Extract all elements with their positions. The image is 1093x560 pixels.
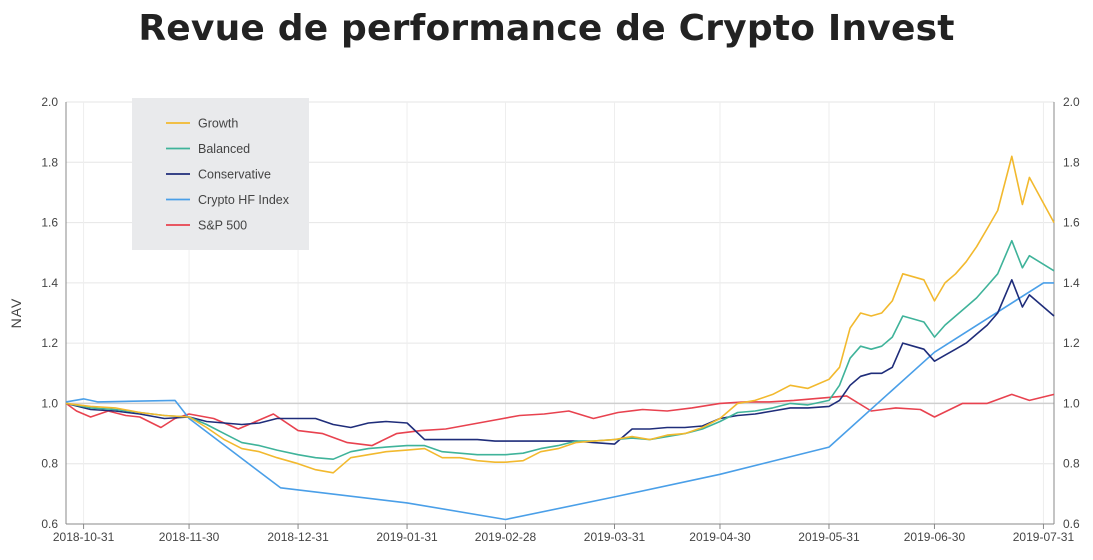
y-tick-label-left: 1.4 [41,276,58,290]
y-tick-label-left: 1.0 [41,396,58,410]
x-tick-label: 2018-11-30 [159,530,220,544]
legend: Growth Balanced Conservative Crypto HF Inde… [132,98,309,250]
y-tick-label-right: 0.8 [1063,457,1080,471]
x-tick-label: 2019-07-31 [1013,530,1075,544]
x-tick-label: 2019-04-30 [689,530,751,544]
y-tick-label-right: 1.8 [1063,155,1080,169]
y-tick-label-left: 2.0 [41,95,58,109]
series-line-conservative [65,279,1055,445]
y-tick-label-right: 1.0 [1063,396,1080,410]
legend-box [132,98,309,250]
x-tick-label: 2018-12-31 [267,530,329,544]
legend-label-s-p-500: S&P 500 [198,219,247,233]
chart-title: Revue de performance de Crypto Invest [138,8,955,49]
legend-label-growth: Growth [198,117,238,131]
axes: 0.6 0.6 0.8 0.8 1.0 1.0 1.2 1.2 1.4 1.4 1.6 1.6 1.8 1… [8,95,1080,544]
y-axis-label: NAV [8,298,24,329]
y-tick-label-right: 0.6 [1063,517,1080,531]
legend-label-crypto-hf-index: Crypto HF Index [198,193,290,207]
legend-label-balanced: Balanced [198,142,250,156]
y-tick-label-left: 0.8 [41,457,58,471]
x-tick-label: 2019-02-28 [475,530,537,544]
x-tick-label: 2019-01-31 [376,530,438,544]
y-tick-label-right: 2.0 [1063,95,1080,109]
series-lines [65,155,1055,521]
y-tick-label-left: 1.8 [41,155,58,169]
y-tick-label-right: 1.6 [1063,216,1080,230]
x-tick-label: 2019-03-31 [584,530,646,544]
x-tick-label: 2019-06-30 [904,530,966,544]
x-tick-label: 2019-05-31 [798,530,860,544]
series-line-growth [65,155,1055,474]
y-tick-label-left: 1.6 [41,216,58,230]
x-tick-label: 2018-10-31 [53,530,115,544]
series-line-balanced [65,239,1055,460]
legend-label-conservative: Conservative [198,168,271,182]
y-tick-label-left: 0.6 [41,517,58,531]
series-line-crypto-hf-index [65,282,1054,521]
y-tick-label-right: 1.2 [1063,336,1080,350]
y-tick-label-right: 1.4 [1063,276,1080,290]
y-tick-label-left: 1.2 [41,336,58,350]
